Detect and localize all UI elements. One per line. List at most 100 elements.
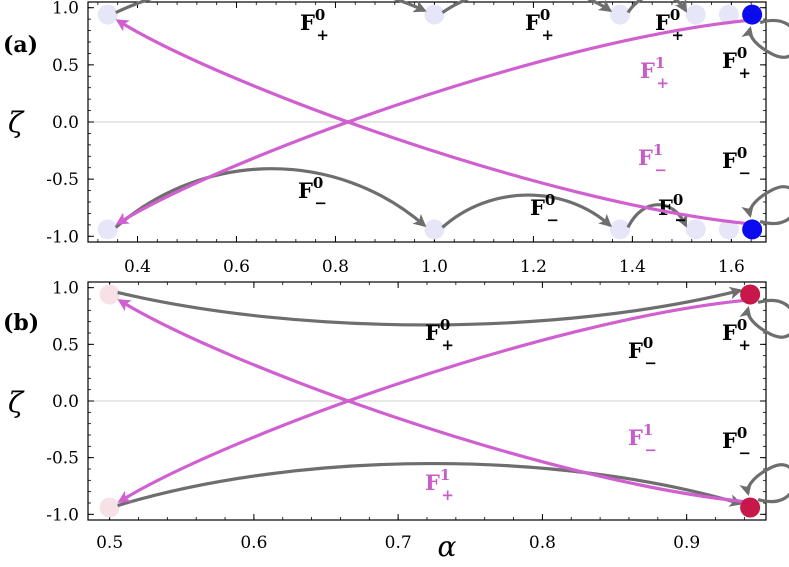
transition-arrow-f0: [739, 463, 789, 504]
x-tick-label: 0.9: [673, 533, 700, 553]
transition-arrow-f0: [741, 185, 789, 225]
faded-point: [424, 4, 445, 25]
operator-symbol: F: [425, 320, 440, 345]
faded-point: [97, 219, 118, 240]
operator-symbol: F: [722, 148, 737, 173]
transition-arrow-f0: [117, 286, 743, 327]
x-tick-label: 1.2: [520, 257, 547, 277]
faded-point: [99, 497, 120, 518]
transition-label: F0 +: [722, 44, 751, 82]
transition-arrow-f1: [117, 298, 745, 503]
operator-subscript: +: [441, 486, 454, 504]
operator-symbol: F: [425, 470, 440, 495]
transition-label: F0 −: [298, 174, 327, 212]
operator-subscript: −: [654, 161, 667, 179]
operator-symbol: F: [298, 178, 313, 203]
operator-symbol: F: [722, 320, 737, 345]
transition-arrow-f1: [115, 19, 747, 226]
transition-arrow-f0: [114, 167, 427, 229]
operator-superscript: 0: [737, 424, 747, 442]
y-tick-label: 0.0: [52, 113, 79, 133]
x-tick-label: 0.8: [322, 257, 349, 277]
operator-superscript: 0: [737, 44, 747, 62]
x-tick-label: 0.4: [124, 257, 151, 277]
operator-subscript: −: [644, 441, 657, 459]
y-tick-label: 0.0: [52, 392, 79, 412]
transition-label: F0 +: [722, 316, 751, 354]
operator-superscript: 1: [653, 141, 663, 159]
operator-subscript: +: [316, 26, 329, 44]
faded-point: [424, 219, 445, 240]
operator-subscript: +: [441, 336, 454, 354]
operator-subscript: +: [541, 26, 554, 44]
operator-superscript: 0: [315, 6, 325, 24]
operator-subscript: −: [738, 444, 751, 462]
x-tick-label: 0.8: [529, 533, 556, 553]
transition-arrow-f0: [739, 298, 789, 339]
x-tick-label: 0.6: [240, 533, 267, 553]
y-tick-label: 0.5: [52, 56, 79, 76]
operator-superscript: 0: [670, 6, 680, 24]
operator-superscript: 1: [655, 54, 665, 72]
transition-label: F1 +: [425, 466, 454, 504]
transition-arrow-f1: [117, 299, 745, 504]
x-axis-label: α: [438, 530, 457, 563]
operator-symbol: F: [628, 425, 643, 450]
operator-subscript: +: [738, 336, 751, 354]
y-tick-label: -0.5: [46, 170, 79, 190]
operator-symbol: F: [638, 145, 653, 170]
faded-point: [685, 219, 706, 240]
operator-symbol: F: [525, 10, 540, 35]
y-tick-label: 1.0: [52, 0, 79, 19]
operator-symbol: F: [722, 428, 737, 453]
operator-symbol: F: [722, 48, 737, 73]
transition-label: F1 −: [638, 141, 667, 179]
operator-superscript: 0: [673, 191, 683, 209]
operator-subscript: −: [738, 164, 751, 182]
transition-arrow-f0: [741, 19, 789, 59]
transition-arrow-f0: [626, 0, 688, 14]
operator-subscript: −: [644, 354, 657, 372]
operator-symbol: F: [658, 195, 673, 220]
x-tick-label: 1.4: [619, 257, 646, 277]
y-axis-label: ζ: [8, 106, 25, 139]
operator-subscript: −: [546, 211, 559, 229]
transition-label: F1 −: [628, 421, 657, 459]
operator-subscript: −: [314, 194, 327, 212]
operator-superscript: 0: [540, 6, 550, 24]
faded-point: [718, 219, 739, 240]
operator-superscript: 0: [313, 174, 323, 192]
transition-arrow-f1: [115, 18, 747, 225]
operator-superscript: 1: [440, 466, 450, 484]
transition-arrow-f0: [441, 193, 612, 229]
panel-label: (b): [3, 310, 39, 336]
operator-superscript: 0: [737, 316, 747, 334]
faded-point: [610, 4, 631, 25]
y-tick-label: 1.0: [52, 279, 79, 299]
panel-a: 0.4 0.6 0.8 1.0 1.2 1.4 1.6 1.0 0.5 0.0 -0.5 -1.0 (a…: [3, 0, 789, 277]
y-tick-label: -1.0: [46, 227, 79, 247]
faded-point: [718, 4, 739, 25]
transition-label: F0 −: [722, 144, 751, 182]
x-tick-label: 0.6: [223, 257, 250, 277]
y-tick-label: -1.0: [46, 505, 79, 525]
transition-label: F0 +: [425, 316, 454, 354]
operator-symbol: F: [530, 195, 545, 220]
operator-superscript: 0: [737, 144, 747, 162]
operator-subscript: +: [656, 74, 669, 92]
transition-label: F0 +: [300, 6, 329, 44]
faded-point: [97, 4, 118, 25]
x-tick-label: 0.5: [96, 533, 123, 553]
faded-point: [99, 284, 120, 305]
transition-label: F0 −: [628, 334, 657, 372]
fixed-point: [742, 4, 763, 25]
operator-symbol: F: [628, 338, 643, 363]
y-tick-label: 0.5: [52, 335, 79, 355]
fixed-point: [740, 284, 761, 305]
x-tick-label: 0.7: [385, 533, 412, 553]
transition-arrow-f0: [441, 0, 613, 14]
faded-point: [685, 4, 706, 25]
operator-symbol: F: [655, 10, 670, 35]
